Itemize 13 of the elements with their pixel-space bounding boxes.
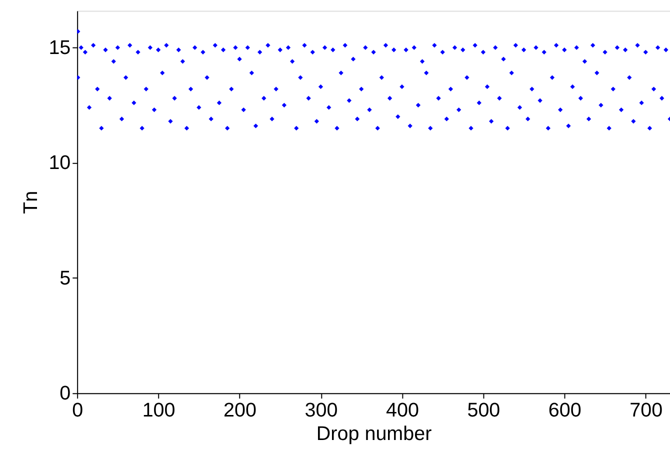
x-tick-label: 600 [548,399,582,422]
y-tick-label: 0 [60,382,71,405]
y-tick-label: 15 [48,36,71,59]
y-axis-title: Tn [20,190,42,214]
x-tick-label: 400 [386,399,419,422]
y-tick-label: 10 [48,152,71,174]
y-tick-label: 5 [60,267,71,290]
x-axis-title: Drop number [316,423,432,446]
x-tick-label: 300 [304,399,338,422]
x-tick-label: 100 [142,399,176,422]
x-tick-label: 700 [630,399,663,422]
x-tick-label: 500 [467,399,500,422]
x-tick-label: 200 [224,399,257,422]
